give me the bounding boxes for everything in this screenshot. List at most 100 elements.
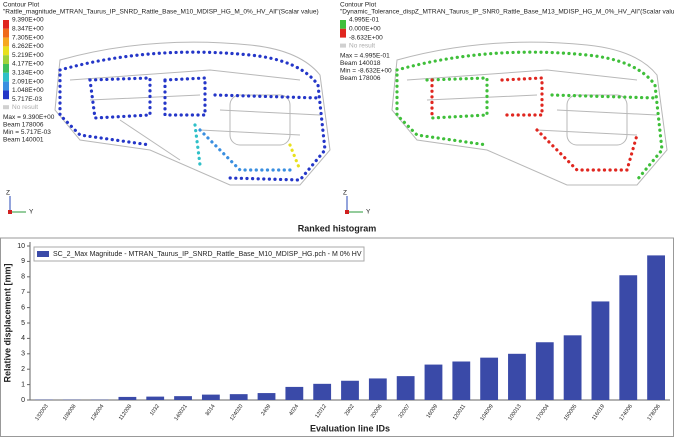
bar [341,380,359,400]
y-tick-label: 1 [21,381,25,388]
x-tick-label: 100013 [507,404,522,422]
bar [285,386,304,400]
legend-swatch [3,64,9,73]
x-tick-label: 170004 [535,404,550,422]
x-tick-label: 174006 [619,404,634,422]
no-result-swatch [3,105,9,110]
x-tick-label: 108008 [62,404,77,422]
legend-swatch [3,90,9,100]
legend-swatch [340,28,346,38]
no-result-label: No result [12,104,38,111]
bar [146,396,165,400]
triad-z-label: Z [6,190,10,197]
legend-swatch [3,81,9,91]
legend-label: 6.262E+00 [12,43,44,50]
chart-title: Ranked histogram [298,223,377,233]
x-tick-label: 16009 [426,404,440,420]
bar [563,335,582,400]
legend-label: 8.347E+00 [12,26,44,33]
x-tick-label: 104009 [480,404,495,422]
legend-label: 2.091E+00 [12,78,44,85]
x-tick-label: 112008 [118,404,133,422]
y-tick-label: 6 [21,304,25,311]
legend-swatch [3,72,9,82]
y-tick-label: 7 [21,289,25,296]
stat-line: Beam 178006 [340,75,381,82]
y-tick-label: 4 [21,335,25,342]
x-tick-label: 140021 [173,404,188,422]
x-tick-label: 32007 [398,404,412,420]
x-tick-label: 150005 [563,404,578,422]
triad-origin [8,210,12,214]
y-tick-label: 8 [21,274,25,281]
model-left [54,41,331,186]
bar [368,378,387,400]
y-tick-label: 9 [21,258,25,265]
legend-swatch [3,20,9,29]
legend-label: 5.717E-03 [12,96,42,103]
bar [647,255,665,400]
y-tick-label: 0 [21,397,25,404]
x-tick-label: 116019 [591,404,606,422]
legend-label: 0.000E+00 [349,26,381,33]
x-tick-label: 120011 [452,404,467,422]
bar [480,357,499,400]
x-tick-label: 12012 [314,404,328,420]
bar [257,393,276,400]
legend-label: 4.995E-01 [349,17,379,24]
bar [229,394,248,400]
triad-z-label: Z [343,190,347,197]
stat-line: Max = 9.390E+00 [3,114,55,121]
panel-heading: Contour Plot [3,2,39,9]
x-tick-label: 1032 [149,404,161,417]
legend-label: 9.390E+00 [12,17,44,24]
x-tick-label: 4024 [288,404,300,417]
legend-swatch [3,46,9,56]
no-result-label: No result [349,42,375,49]
bar [591,301,610,400]
x-tick-label: 132003 [34,404,49,422]
x-tick-label: 178006 [646,404,661,422]
legend-label: 5.219E+00 [12,52,44,59]
bar [619,275,638,400]
bar [396,376,415,400]
panel-subtitle: "Dynamic_Tolerance_dispZ_MTRAN_Taurus_IP… [340,9,674,16]
bar [452,361,471,400]
y-tick-label: 5 [21,320,25,327]
panel-subtitle: "Rattle_magnitude_MTRAN_Taurus_IP_SNRD_R… [3,9,319,16]
legend-label: 1.048E+00 [12,87,44,94]
bar [201,394,220,400]
legend-box [33,246,365,262]
x-tick-label: 20006 [370,404,384,420]
legend-label: 4.177E+00 [12,61,44,68]
triad-y-label: Y [29,209,34,216]
x-tick-label: 8014 [205,404,217,417]
x-tick-label: 136004 [90,404,105,422]
legend-swatch [3,55,9,64]
legend-swatch [340,20,346,29]
stat-line: Beam 178006 [3,121,44,128]
y-tick-label: 3 [21,351,25,358]
bar [174,396,192,400]
y-tick-label: 2 [21,366,25,373]
x-tick-label: 2802 [344,404,356,417]
legend-swatch [3,28,9,38]
bar [118,396,137,400]
x-tick-label: 2409 [260,404,272,417]
bar [313,383,332,400]
stat-line: Min = -8.632E+00 [340,67,392,74]
panel-heading: Contour Plot [340,2,376,9]
model-right [391,41,668,186]
x-axis-label: Evaluation line IDs [310,423,390,433]
stat-line: Beam 140018 [340,60,381,67]
stat-line: Max = 4.995E-01 [340,52,390,59]
legend-label: 3.134E+00 [12,70,44,77]
legend-swatch [37,251,49,257]
no-result-swatch [340,43,346,48]
stat-line: Min = 5.717E-03 [3,129,51,136]
triad-origin [345,210,349,214]
legend-swatch [3,37,9,47]
bar [535,342,554,400]
stat-line: Beam 140001 [3,136,44,143]
